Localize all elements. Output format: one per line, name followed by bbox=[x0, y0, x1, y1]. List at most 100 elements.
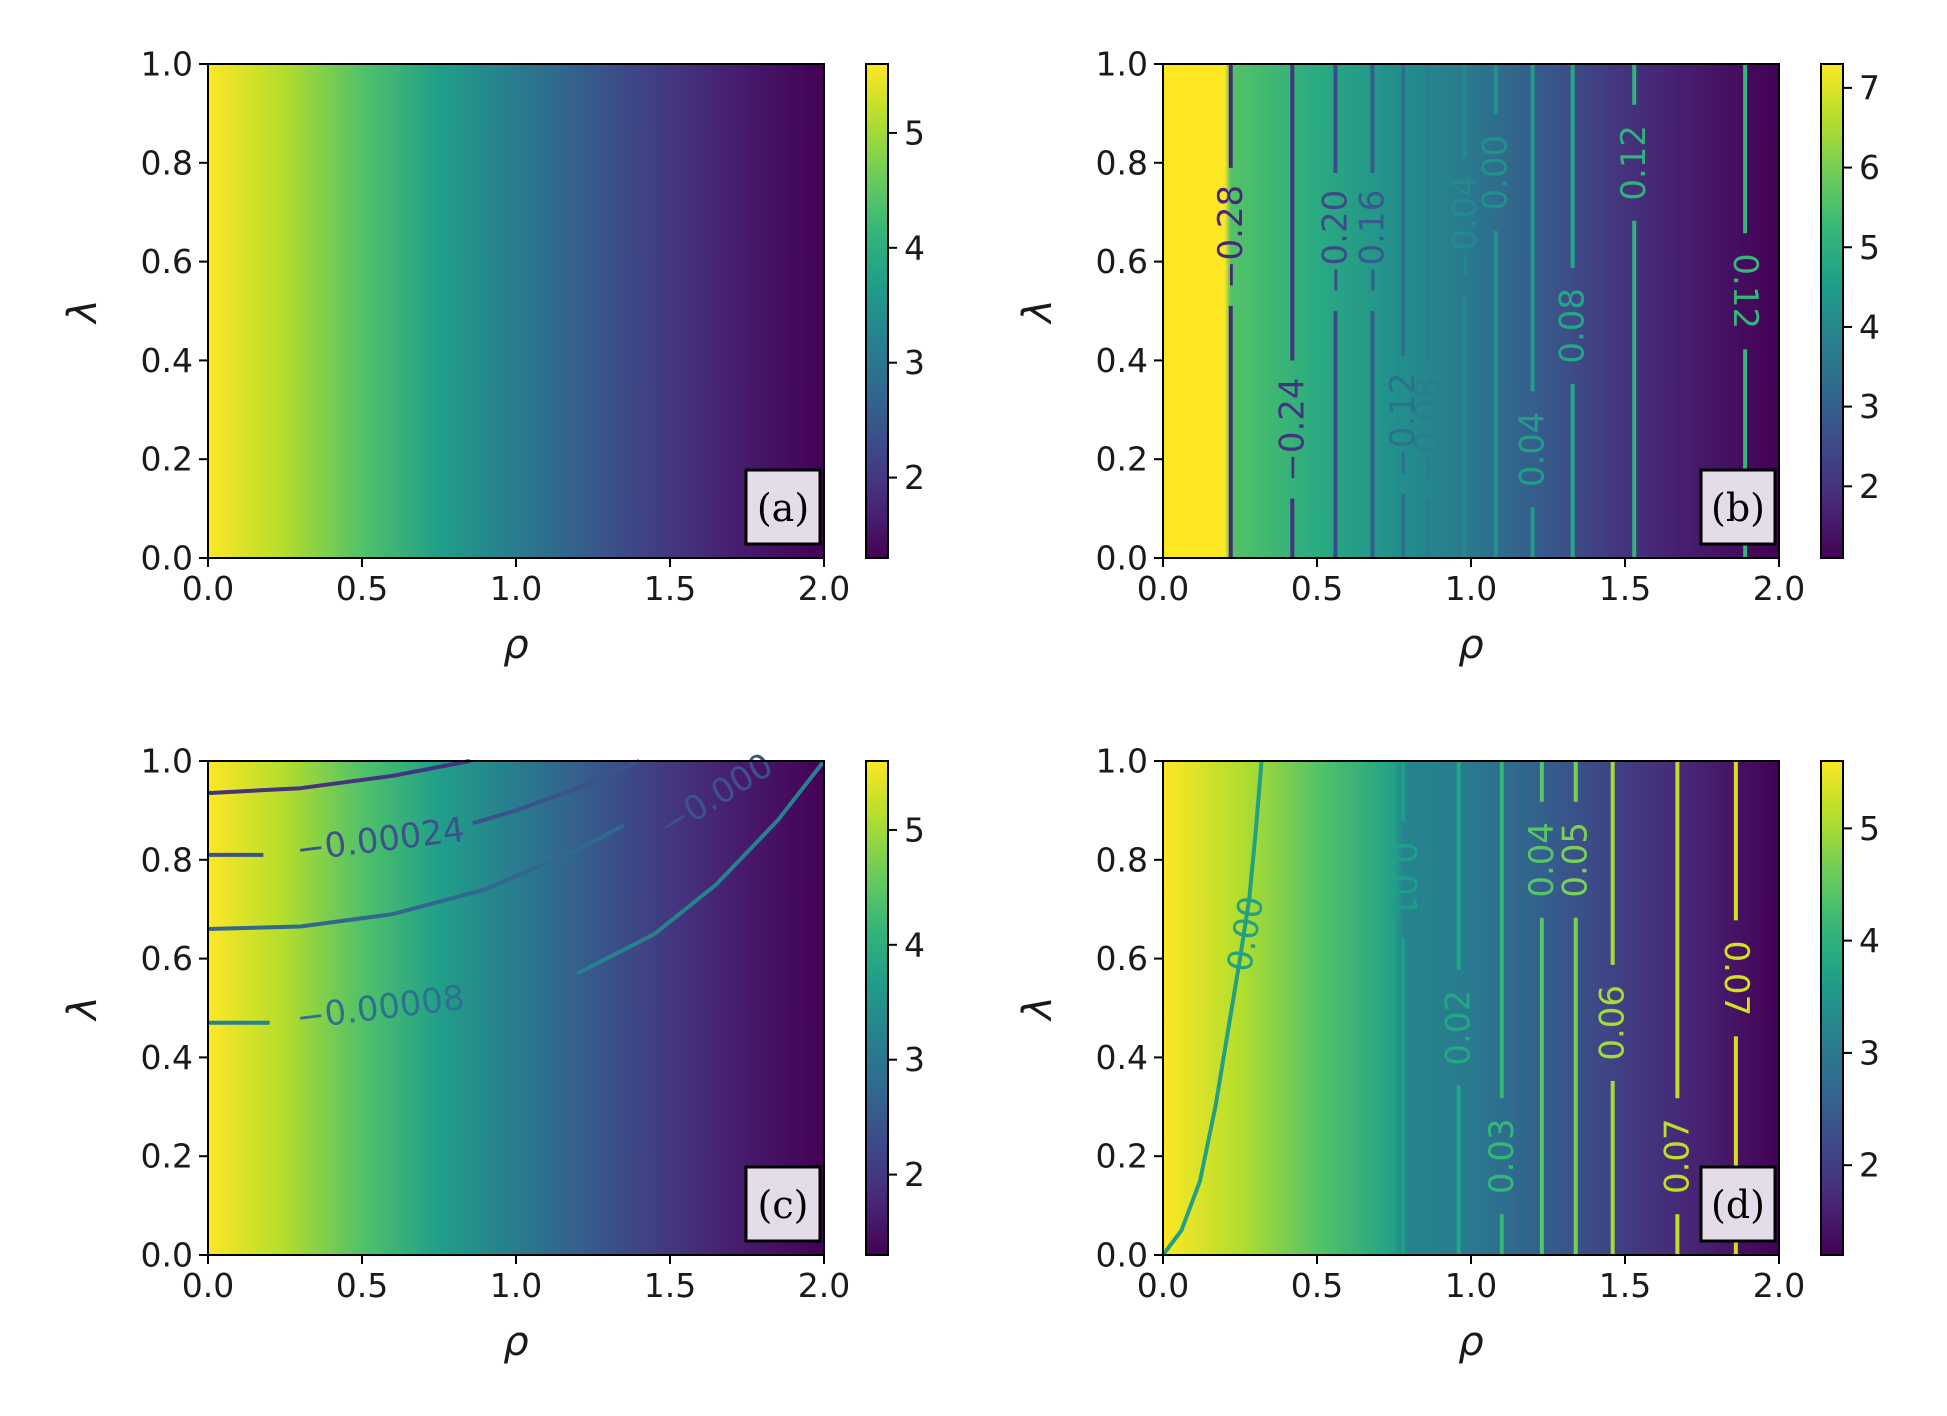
panel-tag: (b) bbox=[1711, 486, 1765, 530]
x-tick-label: 0.5 bbox=[336, 1266, 388, 1305]
x-tick-label: 0.0 bbox=[1137, 1266, 1189, 1305]
y-tick-label: 0.4 bbox=[141, 1038, 193, 1077]
y-tick-label: 0.0 bbox=[141, 1236, 193, 1275]
colorbar-tick-label: 2 bbox=[904, 458, 925, 497]
contour-label: 0.04 bbox=[1522, 822, 1562, 898]
colorbar-tick-label: 2 bbox=[1859, 1146, 1880, 1185]
y-tick-label: 0.8 bbox=[141, 143, 193, 182]
panel-tag: (a) bbox=[757, 486, 809, 530]
contour-label: 0.12 bbox=[1614, 125, 1654, 201]
panel-tag: (d) bbox=[1711, 1183, 1765, 1227]
colorbar-tick-label: 3 bbox=[904, 343, 925, 382]
colorbar-tick-label: 5 bbox=[904, 810, 925, 849]
colorbar-tick-label: 5 bbox=[904, 113, 925, 152]
contour-label: 0.00 bbox=[1476, 135, 1516, 211]
colorbar bbox=[1820, 63, 1844, 559]
y-tick-label: 0.6 bbox=[1096, 939, 1148, 978]
x-tick-label: 1.0 bbox=[490, 569, 542, 608]
contour-label: 0.01 bbox=[1383, 842, 1423, 918]
x-tick-label: 1.5 bbox=[1599, 569, 1651, 608]
x-tick-label: 1.5 bbox=[644, 1266, 696, 1305]
heatmap-field bbox=[208, 761, 824, 1255]
x-tick-label: 0.0 bbox=[182, 1266, 234, 1305]
y-tick-label: 1.0 bbox=[141, 742, 193, 781]
y-tick-label: 0.8 bbox=[1096, 143, 1148, 182]
panel-d: 0.010.020.030.040.050.060.070.070.000.0 0… bbox=[1015, 742, 1880, 1366]
y-tick-label: 0.2 bbox=[141, 440, 193, 479]
x-tick-label: 0.0 bbox=[182, 569, 234, 608]
panel-tag-box bbox=[744, 1165, 822, 1243]
contour-curve bbox=[472, 759, 641, 826]
contour-curve bbox=[207, 759, 471, 796]
x-tick-label: 2.0 bbox=[798, 569, 850, 608]
y-tick-label: 0.4 bbox=[1096, 341, 1148, 380]
y-axis-label: λ bbox=[1015, 996, 1061, 1022]
x-tick-label: 1.5 bbox=[644, 569, 696, 608]
contour-label: 0.06 bbox=[1593, 985, 1633, 1061]
x-tick-label: 2.0 bbox=[1753, 1266, 1805, 1305]
contour-label: 0.07 bbox=[1716, 941, 1756, 1017]
y-tick-label: 0.6 bbox=[141, 242, 193, 281]
y-axis-label: λ bbox=[1015, 299, 1061, 325]
x-tick-label: 0.5 bbox=[1291, 569, 1343, 608]
colorbar-tick-label: 6 bbox=[1859, 148, 1880, 187]
contour-curve bbox=[576, 759, 826, 976]
contour-label: −0.24 bbox=[1272, 377, 1312, 481]
contour-label: −0.16 bbox=[1352, 190, 1392, 294]
colorbar-tick-label: 2 bbox=[904, 1155, 925, 1194]
x-axis-label: ρ bbox=[1458, 622, 1483, 668]
colorbar-tick-label: 3 bbox=[1859, 387, 1880, 426]
contour-label: 0.12 bbox=[1725, 253, 1765, 329]
x-tick-label: 2.0 bbox=[798, 1266, 850, 1305]
x-tick-label: 0.5 bbox=[336, 569, 388, 608]
colorbar-tick-label: 4 bbox=[904, 228, 925, 267]
contour-label: 0.02 bbox=[1439, 990, 1479, 1066]
heatmap-field bbox=[208, 64, 824, 558]
x-axis-label: ρ bbox=[503, 622, 528, 668]
contour-label: 0.03 bbox=[1482, 1118, 1522, 1194]
colorbar-tick-label: 4 bbox=[1859, 921, 1880, 960]
x-tick-label: 0.5 bbox=[1291, 1266, 1343, 1305]
x-axis-label: ρ bbox=[1458, 1319, 1483, 1365]
contour-label: −0.28 bbox=[1211, 185, 1251, 289]
y-tick-label: 0.2 bbox=[141, 1137, 193, 1176]
colorbar-tick-label: 3 bbox=[904, 1040, 925, 1079]
y-tick-label: 1.0 bbox=[141, 45, 193, 84]
contour-label: −0.04 bbox=[1445, 175, 1485, 279]
x-tick-label: 2.0 bbox=[1753, 569, 1805, 608]
colorbar bbox=[865, 760, 889, 1256]
y-tick-label: 0.0 bbox=[1096, 1236, 1148, 1275]
colorbar-tick-label: 4 bbox=[904, 925, 925, 964]
colorbar-tick-label: 5 bbox=[1859, 809, 1880, 848]
contour-label: 0.04 bbox=[1513, 411, 1553, 487]
panel-tag-box bbox=[1699, 1165, 1777, 1243]
y-tick-label: 0.6 bbox=[141, 939, 193, 978]
y-axis-label: λ bbox=[60, 996, 106, 1022]
panel-c: −0.00024−0.00008−0.0000.0 0.5 1.0 1.5 2.00.0… bbox=[60, 742, 925, 1366]
y-tick-label: 0.4 bbox=[1096, 1038, 1148, 1077]
y-tick-label: 0.6 bbox=[1096, 242, 1148, 281]
panel-a: 0.0 0.5 1.0 1.5 2.0 0.0 0.2 0.4 0.6 0.8 1.0 ρ λ (a) 2 3… bbox=[60, 45, 925, 669]
y-tick-label: 1.0 bbox=[1096, 742, 1148, 781]
x-tick-label: 1.0 bbox=[490, 1266, 542, 1305]
contour-label: 0.07 bbox=[1657, 1118, 1697, 1194]
contour-label: −0.12 bbox=[1383, 373, 1423, 477]
panel-b: −0.28 −0.24 −0.20−0.16 −0.12−0.08 −0.040.00 0… bbox=[1015, 45, 1880, 669]
contour-label: 0.08 bbox=[1553, 288, 1593, 364]
contour-label: −0.20 bbox=[1315, 190, 1355, 294]
y-tick-label: 0.0 bbox=[1096, 539, 1148, 578]
y-tick-label: 0.0 bbox=[141, 539, 193, 578]
colorbar-tick-label: 5 bbox=[1859, 228, 1880, 267]
x-tick-label: 0.0 bbox=[1137, 569, 1189, 608]
x-axis-label: ρ bbox=[503, 1319, 528, 1365]
y-tick-label: 0.2 bbox=[1096, 1137, 1148, 1176]
y-tick-label: 1.0 bbox=[1096, 45, 1148, 84]
y-tick-label: 0.4 bbox=[141, 341, 193, 380]
y-tick-label: 0.2 bbox=[1096, 440, 1148, 479]
contour-curve bbox=[1161, 760, 1264, 1257]
panel-tag-box bbox=[1699, 468, 1777, 546]
contour-label: −0.08 bbox=[1408, 377, 1448, 481]
y-tick-label: 0.8 bbox=[1096, 840, 1148, 879]
x-tick-label: 1.0 bbox=[1445, 569, 1497, 608]
